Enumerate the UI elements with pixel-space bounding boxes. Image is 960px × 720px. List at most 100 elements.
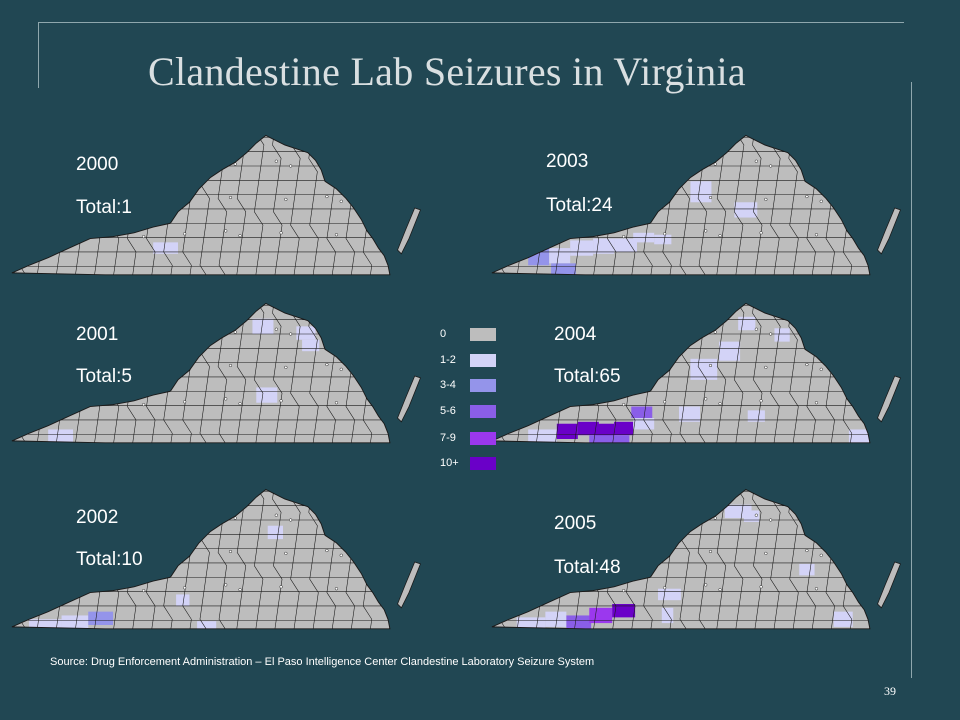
city-marker bbox=[814, 401, 819, 405]
city-marker bbox=[810, 161, 814, 165]
eastern-shore bbox=[397, 375, 421, 423]
city-marker bbox=[173, 548, 177, 552]
city-marker bbox=[325, 362, 329, 367]
city-marker bbox=[289, 332, 293, 336]
county-boundary bbox=[11, 605, 390, 610]
legend-label: 1-2 bbox=[440, 354, 456, 366]
virginia-map-2003 bbox=[490, 128, 910, 288]
county-highlight bbox=[595, 423, 615, 438]
county-boundary bbox=[11, 265, 390, 271]
county-highlight bbox=[549, 248, 571, 264]
map-year-label: 2002 bbox=[76, 507, 119, 528]
city-marker bbox=[330, 329, 334, 333]
county-boundary bbox=[18, 303, 29, 443]
city-marker bbox=[769, 518, 773, 522]
city-marker bbox=[132, 196, 136, 201]
legend-swatch bbox=[470, 379, 496, 392]
city-marker bbox=[769, 332, 773, 336]
city-marker bbox=[339, 367, 343, 371]
city-marker bbox=[819, 367, 823, 371]
city-marker bbox=[617, 163, 621, 167]
city-marker bbox=[764, 551, 768, 555]
city-marker bbox=[284, 551, 288, 555]
map-year-label: 2003 bbox=[546, 151, 589, 172]
city-marker bbox=[279, 399, 283, 403]
city-marker bbox=[754, 159, 758, 163]
county-highlight bbox=[566, 615, 592, 629]
city-marker bbox=[708, 363, 713, 368]
city-marker bbox=[279, 585, 283, 589]
virginia-map-svg bbox=[491, 302, 901, 444]
city-marker bbox=[122, 512, 127, 516]
county-boundary bbox=[498, 135, 509, 275]
city-marker bbox=[617, 517, 621, 521]
city-marker bbox=[137, 517, 141, 521]
city-marker bbox=[334, 401, 339, 405]
city-marker bbox=[279, 231, 283, 235]
legend-swatch bbox=[470, 354, 496, 367]
county-highlight bbox=[88, 611, 114, 625]
county-highlight bbox=[593, 238, 615, 254]
map-year-label: 2005 bbox=[554, 513, 597, 534]
county-boundary bbox=[491, 433, 870, 439]
city-marker bbox=[754, 327, 758, 331]
county-boundary bbox=[18, 489, 29, 629]
state-outline bbox=[491, 489, 870, 629]
frame-line-top bbox=[38, 22, 904, 23]
city-marker bbox=[127, 230, 131, 234]
county-highlight bbox=[528, 429, 557, 443]
virginia-map-2002 bbox=[10, 482, 430, 642]
city-marker bbox=[663, 586, 667, 590]
virginia-map-svg bbox=[11, 488, 421, 630]
city-marker bbox=[663, 400, 667, 404]
city-marker bbox=[238, 588, 242, 592]
map-total-label: Total:5 bbox=[76, 366, 132, 387]
city-marker bbox=[658, 328, 662, 332]
city-marker bbox=[228, 195, 233, 200]
city-marker bbox=[612, 196, 616, 201]
county-boundary bbox=[11, 151, 390, 156]
city-marker bbox=[764, 365, 768, 369]
county-boundary bbox=[516, 135, 527, 275]
city-marker bbox=[192, 333, 196, 337]
county-boundary bbox=[516, 303, 527, 443]
city-marker bbox=[122, 158, 127, 162]
county-highlight bbox=[658, 588, 681, 601]
city-marker bbox=[289, 518, 293, 522]
state-outline bbox=[11, 303, 390, 443]
city-marker bbox=[607, 398, 611, 402]
city-marker bbox=[339, 553, 343, 557]
city-marker bbox=[653, 362, 657, 366]
city-marker bbox=[334, 233, 339, 237]
city-marker bbox=[622, 403, 626, 407]
city-marker bbox=[127, 584, 131, 588]
city-marker bbox=[233, 330, 237, 334]
city-marker bbox=[718, 234, 722, 238]
county-highlight bbox=[589, 607, 613, 624]
county-boundary bbox=[516, 489, 527, 629]
city-marker bbox=[284, 365, 288, 369]
state-outline bbox=[491, 135, 870, 275]
eastern-shore bbox=[877, 375, 901, 423]
county-boundary bbox=[11, 319, 390, 324]
virginia-map-2004 bbox=[490, 296, 910, 456]
legend-label: 5-6 bbox=[440, 405, 456, 417]
county-highlight bbox=[654, 234, 672, 245]
legend-label: 3-4 bbox=[440, 379, 456, 391]
frame-line-right bbox=[911, 82, 912, 678]
city-marker bbox=[653, 194, 657, 198]
virginia-map-svg bbox=[11, 134, 421, 276]
county-highlight bbox=[612, 604, 636, 618]
frame-line-left bbox=[38, 22, 39, 88]
city-marker bbox=[754, 513, 758, 517]
city-marker bbox=[228, 549, 233, 554]
county-highlight bbox=[176, 594, 190, 606]
county-highlight bbox=[570, 240, 594, 256]
city-marker bbox=[708, 549, 713, 554]
city-marker bbox=[224, 229, 228, 233]
city-marker bbox=[672, 333, 676, 337]
county-highlight bbox=[633, 418, 655, 430]
virginia-map-svg bbox=[491, 488, 901, 630]
county-boundary bbox=[491, 319, 870, 324]
city-marker bbox=[173, 194, 177, 198]
